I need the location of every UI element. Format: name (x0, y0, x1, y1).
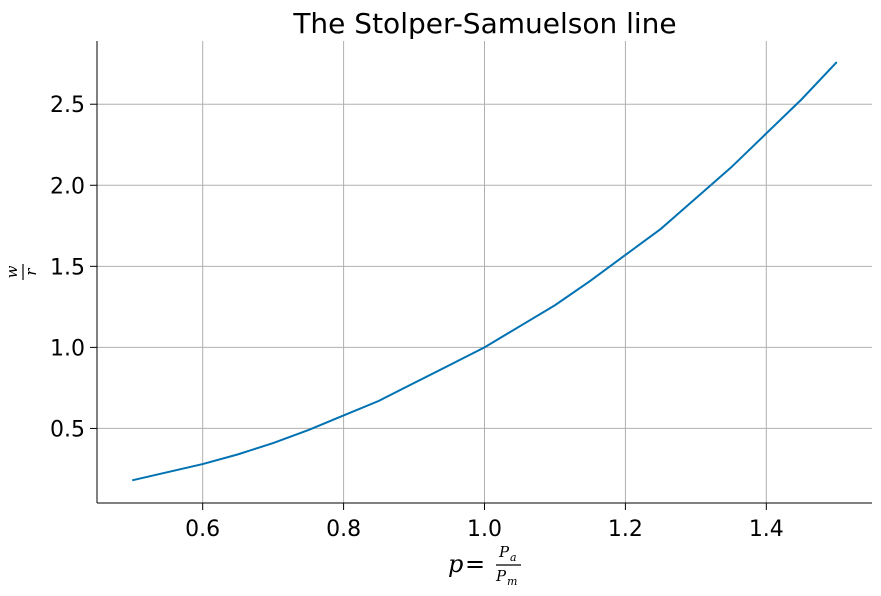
y-tick-label: 1.0 (50, 336, 85, 361)
x-tick-label: 1.4 (749, 517, 784, 542)
chart-title: The Stolper-Samuelson line (292, 7, 676, 40)
x-ticks: 0.6 0.8 1.0 1.2 1.4 (185, 503, 784, 542)
y-tick-label: 1.5 (50, 255, 85, 280)
y-tick-label: 2.5 (50, 93, 85, 118)
x-axis-label-numerator-subscript: a (510, 551, 517, 564)
series-line (132, 61, 838, 482)
y-tick-label: 0.5 (50, 417, 85, 442)
x-axis-label-numerator: P (498, 543, 510, 561)
plot-area (132, 61, 838, 482)
y-axis-label: w r (3, 264, 40, 280)
y-axis-label-numerator: w (3, 265, 21, 278)
y-ticks: 0.5 1.0 1.5 2.0 2.5 (50, 93, 97, 442)
x-tick-label: 1.2 (608, 517, 643, 542)
x-axis-label-denominator: P (495, 567, 507, 585)
x-tick-label: 1.0 (467, 517, 502, 542)
x-axis-label-variable: p (448, 550, 463, 578)
x-tick-label: 0.6 (185, 517, 220, 542)
grid-lines (97, 41, 872, 503)
y-tick-label: 2.0 (50, 174, 85, 199)
x-tick-label: 0.8 (326, 517, 361, 542)
y-axis-label-denominator: r (22, 268, 40, 276)
x-axis-label-denominator-subscript: m (507, 575, 517, 588)
x-axis-label: p = P a P m (448, 543, 521, 588)
x-axis-label-equals: = (465, 550, 485, 578)
